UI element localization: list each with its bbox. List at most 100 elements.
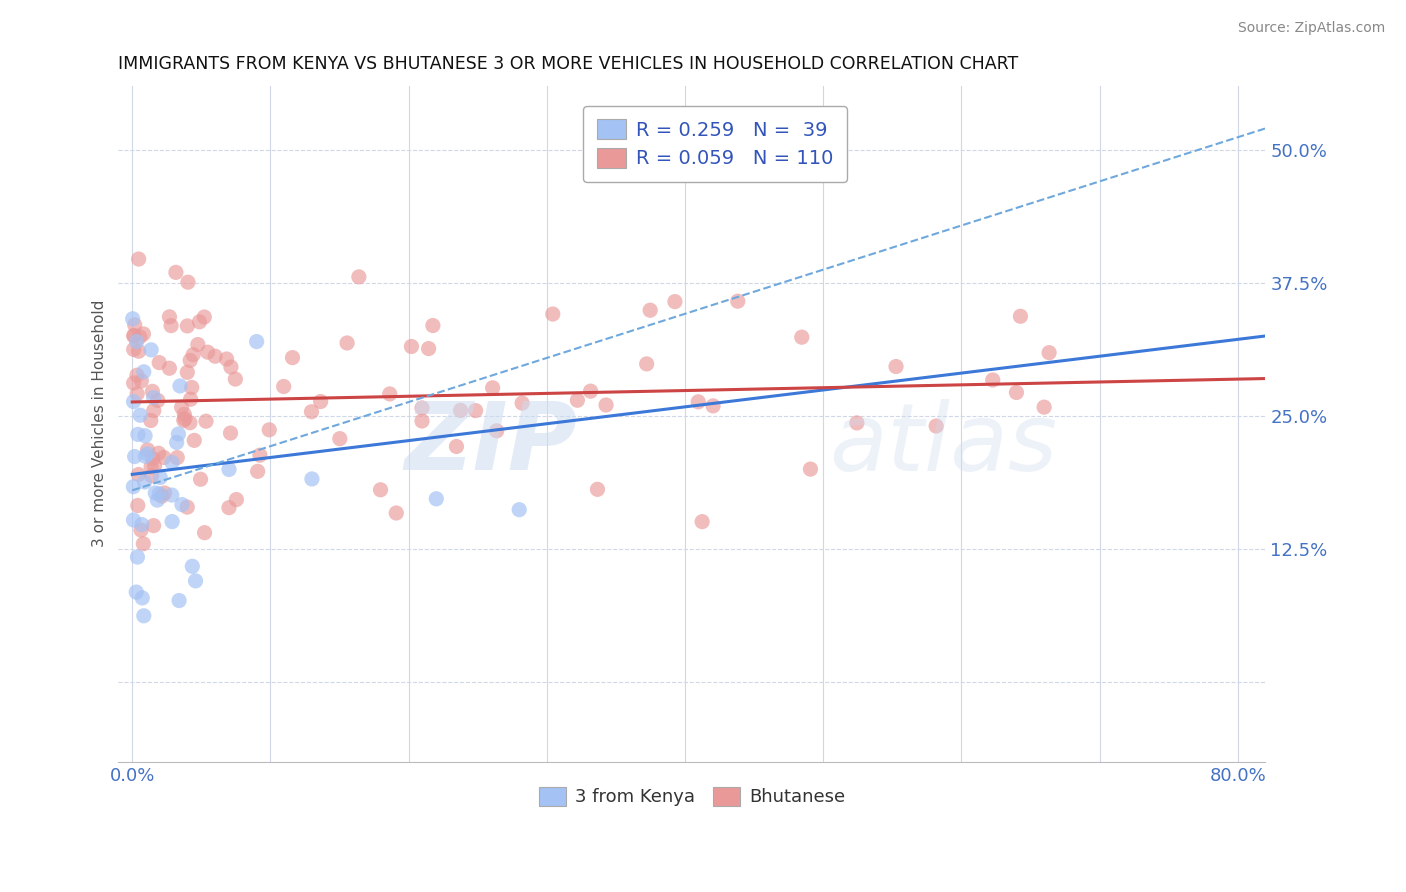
Point bbox=[132, 365, 155, 379]
Point bbox=[142, 518, 165, 533]
Point bbox=[845, 416, 868, 430]
Point bbox=[184, 574, 207, 588]
Text: atlas: atlas bbox=[830, 399, 1057, 490]
Point bbox=[141, 384, 163, 399]
Point bbox=[148, 487, 170, 501]
Point bbox=[128, 467, 150, 482]
Point bbox=[160, 488, 183, 502]
Point bbox=[273, 379, 295, 393]
Point bbox=[122, 480, 145, 494]
Point bbox=[309, 394, 332, 409]
Point bbox=[541, 307, 564, 321]
Point bbox=[160, 455, 183, 469]
Point bbox=[129, 408, 152, 422]
Y-axis label: 3 or more Vehicles in Household: 3 or more Vehicles in Household bbox=[93, 300, 107, 548]
Point bbox=[567, 393, 589, 408]
Point bbox=[418, 342, 440, 356]
Point bbox=[180, 392, 202, 407]
Point bbox=[139, 459, 162, 474]
Point bbox=[176, 365, 198, 379]
Point bbox=[183, 434, 205, 448]
Point bbox=[370, 483, 392, 497]
Point bbox=[481, 381, 503, 395]
Point bbox=[301, 405, 323, 419]
Point bbox=[167, 593, 190, 607]
Point bbox=[510, 396, 533, 410]
Point bbox=[329, 432, 352, 446]
Point bbox=[148, 356, 170, 370]
Point bbox=[157, 361, 180, 376]
Point bbox=[411, 414, 433, 428]
Point bbox=[173, 413, 195, 427]
Point bbox=[131, 374, 153, 388]
Point bbox=[246, 464, 269, 478]
Point bbox=[197, 345, 219, 359]
Point bbox=[128, 330, 150, 344]
Point bbox=[141, 468, 163, 483]
Point bbox=[1033, 400, 1056, 414]
Point bbox=[136, 442, 159, 457]
Point bbox=[193, 310, 215, 324]
Point bbox=[179, 353, 201, 368]
Point bbox=[159, 310, 181, 324]
Point bbox=[799, 462, 821, 476]
Point bbox=[450, 403, 472, 417]
Point bbox=[336, 335, 359, 350]
Point bbox=[586, 483, 609, 497]
Point bbox=[149, 470, 172, 484]
Point bbox=[122, 376, 145, 390]
Point bbox=[180, 380, 202, 394]
Point bbox=[127, 499, 149, 513]
Point bbox=[142, 403, 165, 417]
Point bbox=[124, 318, 146, 332]
Point bbox=[1010, 310, 1032, 324]
Point bbox=[142, 391, 165, 405]
Point bbox=[122, 513, 145, 527]
Point bbox=[170, 498, 193, 512]
Point bbox=[446, 440, 468, 454]
Point bbox=[727, 294, 749, 309]
Point bbox=[664, 294, 686, 309]
Point bbox=[179, 416, 201, 430]
Point bbox=[636, 357, 658, 371]
Point bbox=[153, 450, 176, 465]
Point bbox=[257, 423, 280, 437]
Point bbox=[638, 303, 661, 318]
Point bbox=[146, 393, 169, 408]
Point bbox=[121, 311, 143, 326]
Point bbox=[143, 458, 166, 473]
Point bbox=[219, 425, 242, 440]
Point bbox=[122, 394, 145, 409]
Point bbox=[195, 414, 218, 428]
Point bbox=[125, 368, 148, 383]
Point bbox=[127, 549, 149, 564]
Point bbox=[579, 384, 602, 399]
Point bbox=[181, 559, 204, 574]
Point bbox=[153, 486, 176, 500]
Point bbox=[281, 351, 304, 365]
Point bbox=[160, 515, 183, 529]
Point bbox=[485, 424, 508, 438]
Point bbox=[1005, 385, 1028, 400]
Point bbox=[127, 386, 149, 401]
Point bbox=[218, 462, 240, 476]
Point bbox=[146, 493, 169, 508]
Point bbox=[139, 343, 162, 357]
Point bbox=[204, 349, 226, 363]
Point bbox=[246, 334, 269, 349]
Point bbox=[177, 275, 200, 289]
Point bbox=[347, 269, 370, 284]
Point bbox=[166, 450, 188, 465]
Point bbox=[385, 506, 408, 520]
Point bbox=[401, 339, 423, 353]
Point bbox=[150, 489, 173, 503]
Point bbox=[139, 413, 162, 427]
Point bbox=[131, 517, 153, 532]
Point bbox=[249, 448, 271, 462]
Point bbox=[129, 523, 152, 537]
Point bbox=[169, 379, 191, 393]
Point bbox=[690, 515, 713, 529]
Point bbox=[224, 372, 246, 386]
Point bbox=[124, 450, 146, 464]
Point bbox=[425, 491, 447, 506]
